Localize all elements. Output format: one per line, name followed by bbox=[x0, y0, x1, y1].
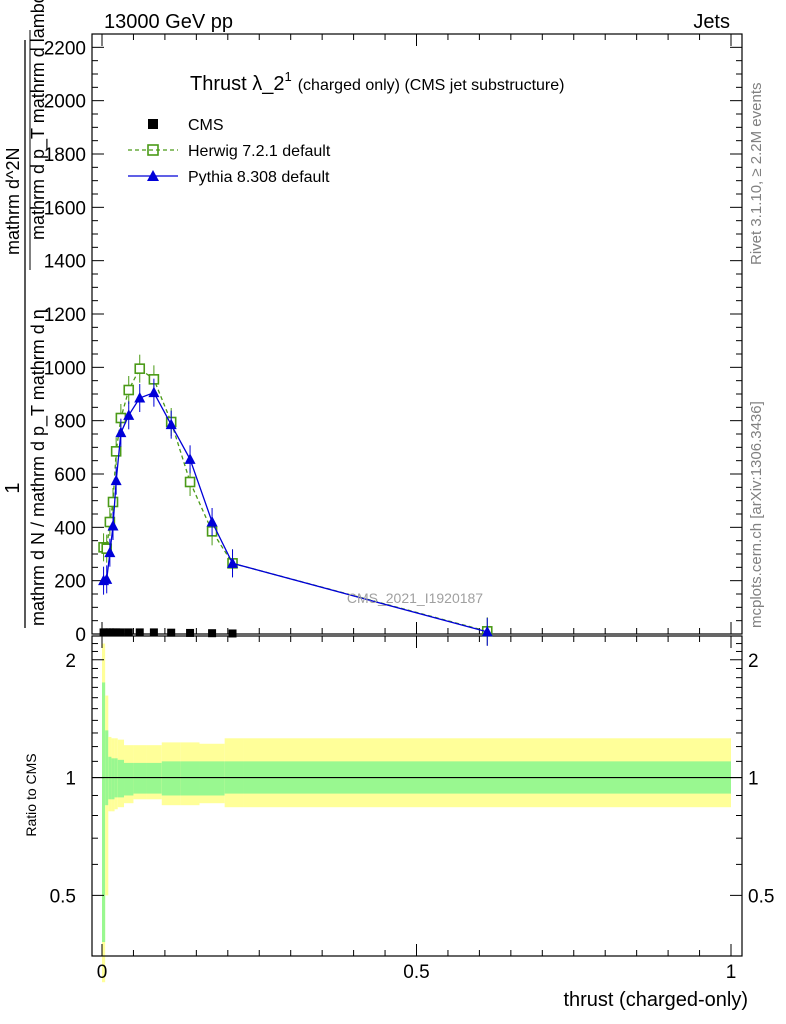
ratio-plot-axes: 0.5 0.5 1 1 2 2 0 0.5 1 bbox=[50, 635, 774, 983]
series-2-point bbox=[123, 409, 135, 420]
ratio-inner-band-bin bbox=[111, 758, 115, 800]
ratio-inner-band-bin bbox=[161, 761, 181, 796]
series-2-point bbox=[101, 573, 113, 584]
ratio-inner-band-bin bbox=[124, 762, 134, 796]
series-2-point bbox=[227, 557, 239, 568]
ratio-inner-band-bin bbox=[117, 759, 125, 798]
ylabel-numerator: 1 bbox=[2, 482, 24, 493]
series-1-point bbox=[123, 384, 135, 396]
title-superscript: 1 bbox=[284, 69, 291, 84]
series-1-point bbox=[134, 363, 146, 374]
main-y-tick-label: 0 bbox=[75, 625, 86, 646]
series-2-point bbox=[165, 418, 177, 430]
ratio-y-tick-label: 1 bbox=[65, 769, 76, 790]
ylabel-fraction-denominator: mathrm d p_T mathrm d lambda bbox=[28, 0, 49, 240]
legend-cms-label: CMS bbox=[188, 117, 224, 134]
series-1-point bbox=[110, 446, 122, 457]
legend: CMS Herwig 7.2.1 default Pythia 8.308 de… bbox=[128, 117, 331, 186]
legend-entry-herwig: Herwig 7.2.1 default bbox=[128, 143, 331, 160]
ratio-y-tick-label: 2 bbox=[65, 651, 76, 672]
ylabel-fraction-numerator: mathrm d^2N bbox=[3, 148, 23, 255]
legend-herwig-marker bbox=[147, 144, 159, 156]
svg-text:Thrust λ_21(charged only) (CMS: Thrust λ_21 (charged only) (CMS jet subst… bbox=[190, 69, 564, 95]
main-y-tick-label: 200 bbox=[54, 572, 86, 593]
plot-title: Thrust λ_21 (charged only) (CMS jet subst… bbox=[190, 69, 564, 95]
main-y-tick-label: 2000 bbox=[44, 92, 86, 113]
ratio-y-tick-label-right: 0.5 bbox=[748, 886, 774, 907]
legend-pythia-label: Pythia 8.308 default bbox=[188, 169, 330, 186]
header-right-label: Jets bbox=[693, 11, 730, 33]
series-2-point bbox=[110, 474, 122, 486]
data-series bbox=[98, 354, 493, 646]
legend-pythia-marker bbox=[147, 170, 159, 181]
ratio-inner-band-bin bbox=[146, 762, 162, 794]
series-2-point bbox=[134, 392, 146, 403]
series-2-point bbox=[104, 546, 116, 558]
title-note: (charged only) (CMS jet substructure) bbox=[298, 77, 565, 94]
series-0-point bbox=[135, 628, 144, 637]
main-plot-axes: 0 200 400 600 800 1000 1200 1400 1600 1800 2000 220… bbox=[44, 33, 743, 646]
series-0-point bbox=[149, 628, 158, 637]
ratio-inner-band-bin bbox=[199, 761, 225, 796]
ratio-inner-band-bin bbox=[102, 682, 106, 943]
legend-herwig-label: Herwig 7.2.1 default bbox=[188, 143, 331, 160]
legend-cms-marker bbox=[148, 119, 158, 129]
header-left-label: 13000 GeV pp bbox=[104, 11, 233, 33]
series-0-point bbox=[186, 628, 195, 637]
main-y-tick-label: 800 bbox=[54, 412, 86, 433]
series-2-point bbox=[481, 625, 493, 637]
series-0-point bbox=[167, 628, 176, 637]
series-2-point bbox=[107, 520, 119, 531]
ratio-inner-band-bin bbox=[105, 730, 109, 806]
ratio-y-tick-label-right: 1 bbox=[748, 769, 759, 790]
x-tick-label: 1 bbox=[726, 962, 737, 983]
ratio-bands bbox=[102, 643, 731, 983]
x-tick-label: 0 bbox=[97, 962, 108, 983]
x-tick-label: 0.5 bbox=[403, 962, 429, 983]
series-2-point bbox=[206, 516, 218, 527]
series-2-group bbox=[98, 378, 493, 646]
main-y-tick-label: 1800 bbox=[44, 145, 86, 166]
legend-entry-cms: CMS bbox=[148, 117, 224, 134]
legend-entry-pythia: Pythia 8.308 default bbox=[128, 169, 330, 186]
series-0-point bbox=[228, 629, 237, 638]
ylabel-denominator: mathrm d N / mathrm d p_T mathrm d η bbox=[28, 309, 49, 626]
watermark-label: CMS_2021_I1920187 bbox=[347, 590, 483, 606]
main-y-tick-label: 1600 bbox=[44, 198, 86, 219]
series-0-point bbox=[124, 628, 133, 637]
series-0-point bbox=[116, 628, 125, 637]
series-1-point bbox=[107, 496, 119, 508]
ratio-inner-band-bin bbox=[180, 761, 200, 796]
series-1-point bbox=[184, 476, 196, 488]
main-y-tick-label: 600 bbox=[54, 465, 86, 486]
ratio-y-tick-label-right: 2 bbox=[748, 651, 759, 672]
series-2-point bbox=[115, 426, 127, 438]
y-axis-title: 1 mathrm d N / mathrm d p_T mathrm d η m… bbox=[2, 0, 49, 628]
main-y-tick-label: 1400 bbox=[44, 252, 86, 273]
series-0-group bbox=[99, 628, 237, 638]
ratio-inner-band-bin bbox=[133, 762, 147, 794]
series-0-point bbox=[208, 629, 217, 638]
series-2-point bbox=[184, 453, 196, 464]
ratio-y-tick-label: 0.5 bbox=[50, 886, 76, 907]
main-y-tick-label: 400 bbox=[54, 518, 86, 539]
rivet-side-label: Rivet 3.1.10, ≥ 2.2M events bbox=[748, 83, 765, 266]
series-0-point bbox=[112, 628, 121, 637]
series-2-point bbox=[148, 386, 160, 398]
x-axis-title: thrust (charged-only) bbox=[563, 989, 748, 1011]
ratio-ylabel: Ratio to CMS bbox=[23, 753, 39, 836]
main-y-tick-label: 2200 bbox=[44, 38, 86, 59]
main-y-tick-label: 1200 bbox=[44, 305, 86, 326]
mcplots-side-label: mcplots.cern.ch [arXiv:1306.3436] bbox=[748, 401, 765, 628]
title-main: Thrust λ_2 bbox=[190, 73, 284, 95]
main-y-tick-label: 1000 bbox=[44, 358, 86, 379]
